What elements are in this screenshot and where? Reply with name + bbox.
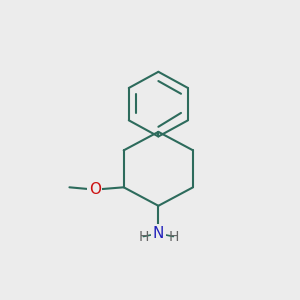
Text: H: H (138, 230, 148, 244)
Text: N: N (153, 226, 164, 241)
Text: H: H (168, 230, 178, 244)
Text: O: O (89, 182, 101, 197)
